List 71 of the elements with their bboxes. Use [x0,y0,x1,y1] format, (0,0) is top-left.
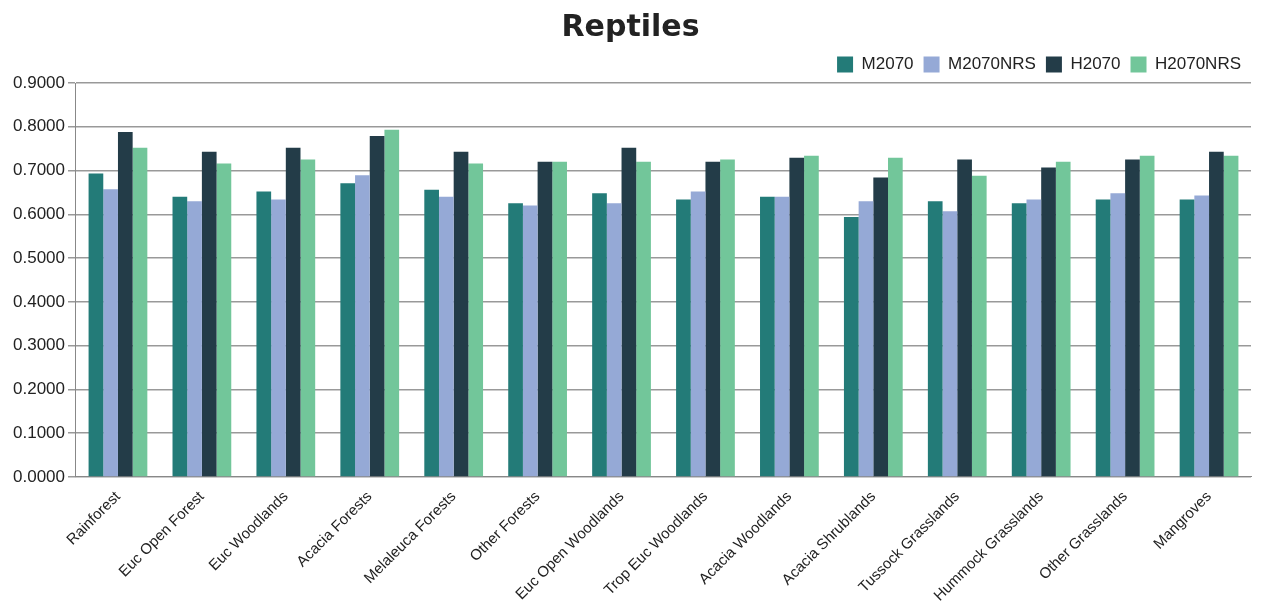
bar [201,151,217,477]
bar [971,175,987,477]
bar [621,147,637,477]
bar [172,196,188,477]
bar [453,151,469,477]
bar [1194,195,1210,477]
bar [774,196,790,477]
legend-label: M2070NRS [948,54,1036,74]
y-tick-label: 0.4000 [13,291,65,311]
chart-title: Reptiles [561,7,700,43]
bar [927,201,943,477]
bar [384,129,400,477]
bar [1041,167,1056,477]
bar [340,183,356,477]
bar [187,201,202,477]
bar [132,147,148,477]
bar [1125,159,1140,477]
bar [216,163,232,477]
bar [88,173,104,477]
bar [676,199,691,477]
bar [957,159,972,477]
y-tick-label: 0.7000 [13,160,65,180]
bar [942,211,958,477]
bar [103,189,118,477]
y-tick-label: 0.3000 [13,335,65,355]
y-tick-label: 0.2000 [13,379,65,399]
legend-label: H2070 [1070,54,1121,74]
bar [300,159,316,477]
bar [720,159,735,477]
bar [606,203,622,477]
bar [355,175,370,477]
y-tick-label: 0.6000 [13,204,65,223]
bar [873,177,889,477]
bar [1011,203,1027,477]
bar [468,163,484,477]
bar [636,161,651,477]
bar [1055,161,1071,477]
bar [888,157,903,477]
y-tick-label: 0.0000 [13,466,65,486]
bar [1179,199,1195,477]
bar [552,161,567,477]
bar [256,191,272,477]
y-tick-label: 0.8000 [13,116,65,136]
bar [1209,151,1224,477]
bar [705,161,721,477]
bar [285,147,301,477]
bar [537,161,553,477]
bar [1095,199,1111,477]
bar [117,132,133,477]
bar [1139,155,1155,477]
bar [271,199,286,477]
bar [804,155,819,477]
bar [369,135,385,477]
y-tick-label: 0.5000 [13,247,65,267]
bar [508,203,523,477]
bar [1223,155,1239,477]
bar [424,189,439,477]
bar [592,193,607,477]
bar [760,196,775,477]
bar [522,205,538,477]
legend-label: M2070 [861,54,914,74]
legend-label: H2070NRS [1155,54,1242,74]
y-tick-label: 0.1000 [13,422,65,442]
bar [789,157,805,477]
y-tick-label: 0.9000 [13,72,65,92]
bar [1026,199,1042,477]
bar [438,196,454,477]
bar [843,216,859,477]
bar [858,201,874,477]
bar [690,191,706,477]
bar [1110,193,1126,477]
